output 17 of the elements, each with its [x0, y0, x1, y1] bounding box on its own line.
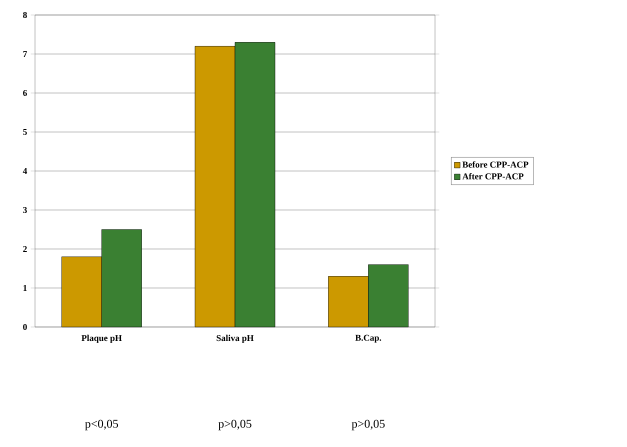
y-tick-label: 8 [23, 12, 27, 18]
x-tick-label: Saliva pH [216, 334, 254, 343]
legend-label: After CPP-ACP [462, 172, 524, 180]
y-tick-label: 0 [23, 324, 27, 330]
y-tick-label: 7 [23, 51, 28, 57]
y-tick-label: 1 [23, 285, 27, 291]
text: p>0,05 [218, 420, 252, 430]
y-tick-label: 2 [23, 246, 27, 252]
text: p<0,05 [85, 420, 118, 430]
y-tick-label: 3 [23, 206, 27, 214]
x-tick-label: Plaque pH [82, 334, 122, 343]
text: p>0,05 [352, 420, 385, 430]
y-tick-label: 4 [22, 168, 28, 174]
y-tick-label: 6 [23, 90, 27, 96]
x-tick-label: B.Cap. [355, 334, 382, 343]
legend-label: Before CPP-ACP [462, 161, 528, 168]
y-tick-label: 5 [23, 129, 27, 135]
